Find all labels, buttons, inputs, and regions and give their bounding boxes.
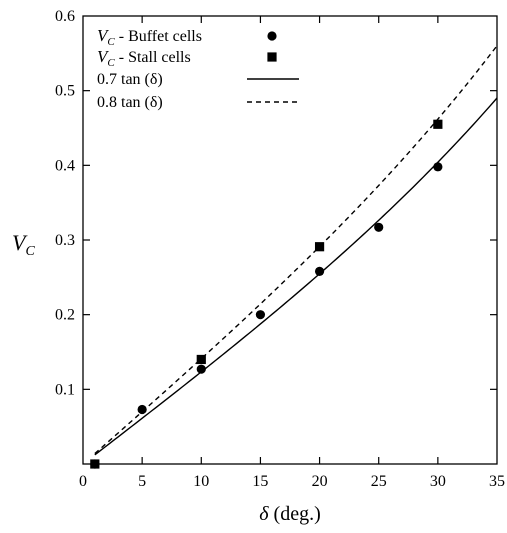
legend-label: VC - Buffet cells <box>97 26 202 48</box>
stall-cell-point <box>90 459 100 469</box>
legend-label: 0.7 tan (δ) <box>97 71 163 88</box>
x-tick-label: 5 <box>138 473 146 490</box>
stall-cell-point <box>314 242 325 252</box>
x-tick-label: 35 <box>489 473 505 490</box>
x-tick-label: 25 <box>371 473 387 490</box>
x-tick-label: 30 <box>430 473 446 490</box>
y-tick-label: 0.5 <box>55 83 75 100</box>
curve-0.8-tan <box>94 45 498 455</box>
markers <box>90 119 443 469</box>
x-tick-label: 0 <box>79 473 87 490</box>
legend-label: VC - Stall cells <box>97 47 191 69</box>
tick-labels: 0 5 10 15 20 25 30 35 0.1 0.2 0.3 0.4 0.5 0.6 <box>55 8 505 490</box>
buffet-cell-point <box>374 222 384 232</box>
stall-cell-point <box>433 119 443 129</box>
y-tick-label: 0.3 <box>55 232 75 249</box>
x-axis-title: δ (deg.) <box>259 503 321 525</box>
y-tick-label: 0.4 <box>55 157 75 174</box>
legend-marker-square <box>267 52 277 62</box>
curve-0.7-tan <box>94 97 498 456</box>
y-axis-title: VC <box>12 230 35 259</box>
y-tick-label: 0.6 <box>55 8 75 25</box>
legend-label: 0.8 tan (δ) <box>97 94 163 111</box>
legend-marker-circle <box>267 31 277 41</box>
y-tick-label: 0.2 <box>55 307 75 324</box>
curves <box>94 45 498 456</box>
buffet-cell-point <box>314 266 325 276</box>
x-tick-label: 15 <box>252 473 268 490</box>
x-tick-label: 20 <box>312 473 328 490</box>
y-tick-label: 0.1 <box>55 381 75 398</box>
buffet-cell-point <box>196 364 206 374</box>
buffet-cell-point <box>433 162 443 172</box>
buffet-cell-point <box>255 310 266 320</box>
ticks <box>83 16 497 464</box>
x-tick-label: 10 <box>193 473 209 490</box>
buffet-cell-point <box>137 404 147 415</box>
stall-cell-point <box>196 354 206 365</box>
